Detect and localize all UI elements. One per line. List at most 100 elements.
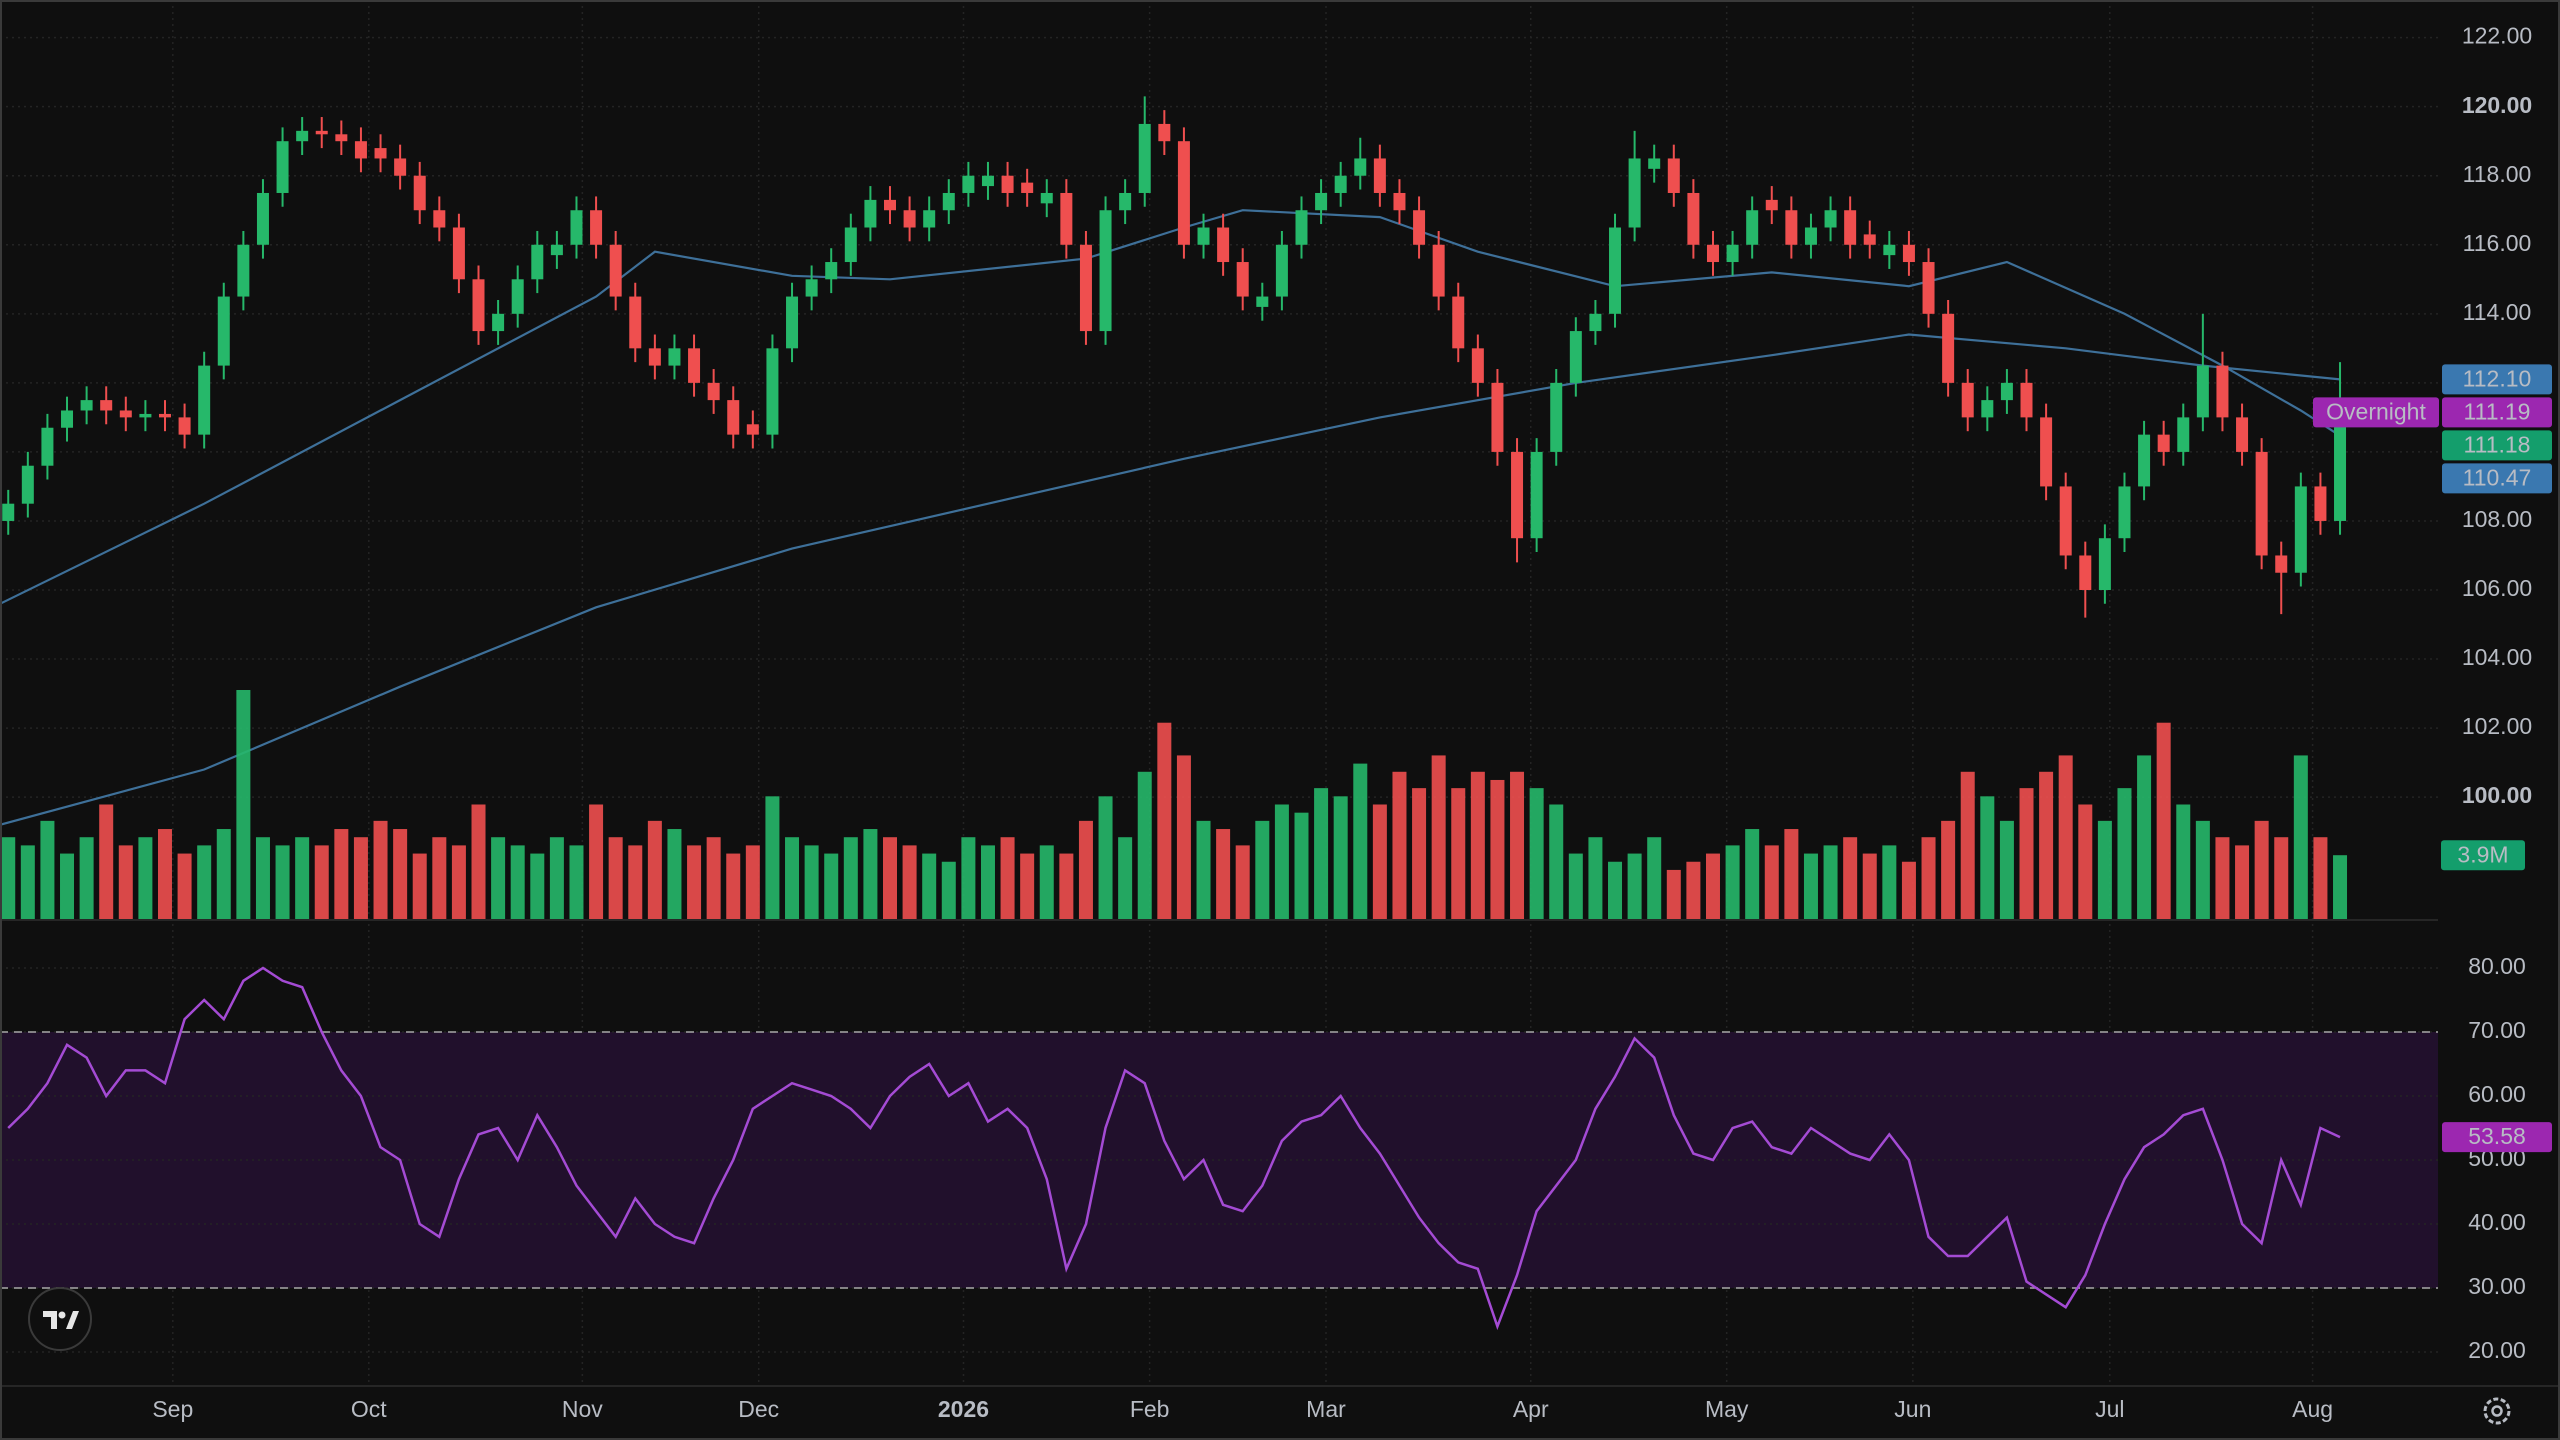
candle-body xyxy=(1138,123,1151,193)
volume-bar xyxy=(1843,837,1858,919)
volume-bar xyxy=(1353,763,1368,919)
candle-body xyxy=(80,400,93,411)
volume-bar xyxy=(589,804,604,919)
candle-body xyxy=(413,175,426,211)
volume-bar xyxy=(1862,853,1877,919)
volume-bar xyxy=(1392,771,1407,919)
y-tick-label: 60.00 xyxy=(2468,1081,2526,1107)
candle-body xyxy=(981,175,994,187)
candle-body xyxy=(433,210,446,228)
volume-bar xyxy=(1647,837,1662,919)
volume-bar xyxy=(1078,820,1093,919)
candle-body xyxy=(335,134,348,142)
candle-body xyxy=(1295,210,1308,245)
rsi-badge xyxy=(2442,1122,2552,1153)
volume-bar xyxy=(1333,796,1348,919)
candle-body xyxy=(825,262,838,280)
candle-body xyxy=(1609,227,1622,314)
candle-body xyxy=(2314,486,2327,521)
volume-bar xyxy=(1216,829,1231,919)
candle-body xyxy=(923,210,936,228)
y-tick-label: 100.00 xyxy=(2462,782,2532,808)
candle-body xyxy=(746,424,759,435)
volume-bar xyxy=(1549,804,1564,919)
volume-bar xyxy=(353,837,368,919)
volume-bar xyxy=(2078,804,2093,919)
candle-body xyxy=(2157,434,2170,452)
candle-body xyxy=(139,413,152,418)
volume-bar xyxy=(1274,804,1289,919)
volume-bar xyxy=(1118,837,1133,919)
volume-bar xyxy=(1,837,16,919)
y-tick-label: 20.00 xyxy=(2468,1337,2526,1363)
volume-bar xyxy=(1725,845,1740,919)
settings-button[interactable] xyxy=(2483,1397,2511,1425)
candle-body xyxy=(237,244,250,297)
candle-body xyxy=(1040,192,1053,204)
volume-bar xyxy=(647,820,662,919)
volume-bar xyxy=(1294,812,1309,919)
logo[interactable] xyxy=(28,1287,92,1351)
volume-bar xyxy=(1608,861,1623,919)
candle-body xyxy=(1961,382,1974,418)
volume-bar xyxy=(236,690,251,919)
candle-body xyxy=(1177,141,1190,245)
volume-bar xyxy=(2058,755,2073,919)
candle-body xyxy=(1765,199,1778,211)
volume-bar xyxy=(785,837,800,919)
volume-bar xyxy=(334,829,349,919)
candle-body xyxy=(315,130,328,135)
volume-bar xyxy=(1255,820,1270,919)
candle-body xyxy=(2196,365,2209,418)
volume-bar xyxy=(863,829,878,919)
candle-body xyxy=(511,279,524,314)
candle-body xyxy=(688,348,701,383)
volume-bar xyxy=(275,845,290,919)
candle-body xyxy=(1687,192,1700,245)
price-badge-label: 112.10 xyxy=(2463,365,2532,391)
candle-body xyxy=(1902,244,1915,263)
candle-body xyxy=(884,199,897,211)
volume-bar xyxy=(726,853,741,919)
candle-body xyxy=(1099,210,1112,332)
volume-bar xyxy=(1039,845,1054,919)
volume-bar xyxy=(1020,853,1035,919)
candle-body xyxy=(2138,434,2151,487)
volume-bar xyxy=(2274,837,2289,919)
volume-bar xyxy=(1431,755,1446,919)
price-badge xyxy=(2442,463,2552,494)
volume-bar xyxy=(1588,837,1603,919)
volume-bar xyxy=(1529,788,1544,919)
y-tick-label: 120.00 xyxy=(2462,92,2532,118)
candle-body xyxy=(1471,348,1484,383)
volume-bar xyxy=(2293,755,2308,919)
volume-bar xyxy=(40,820,55,919)
logo-circle xyxy=(28,1287,92,1351)
volume-bar xyxy=(20,845,35,919)
volume-bar xyxy=(1176,755,1191,919)
price-badge xyxy=(2442,364,2552,395)
candle-body xyxy=(1667,158,1680,193)
volume-bar xyxy=(1196,820,1211,919)
volume-bar xyxy=(451,845,466,919)
volume-bar xyxy=(373,820,388,919)
candle-body xyxy=(2059,486,2072,556)
candle-body xyxy=(668,348,681,366)
candle-body xyxy=(2275,555,2288,573)
volume-bar xyxy=(79,837,94,919)
candle-body xyxy=(1315,192,1328,211)
volume-bar xyxy=(765,796,780,919)
y-tick-label: 114.00 xyxy=(2463,299,2532,325)
volume-bar xyxy=(99,804,114,919)
axis: Sep Oct Nov Dec 2026 Feb Mar Apr May Jun Jul Aug 100… xyxy=(152,23,2552,1422)
volume-bar xyxy=(2333,855,2348,919)
candle-body xyxy=(1354,158,1367,176)
grid xyxy=(0,0,2438,1385)
y-tick-label: 104.00 xyxy=(2462,644,2532,670)
x-tick-label: Sep xyxy=(152,1396,193,1422)
volume-bar xyxy=(1686,861,1701,919)
volume-bar xyxy=(138,837,153,919)
volume-bar xyxy=(961,837,976,919)
volume-bar xyxy=(628,845,643,919)
